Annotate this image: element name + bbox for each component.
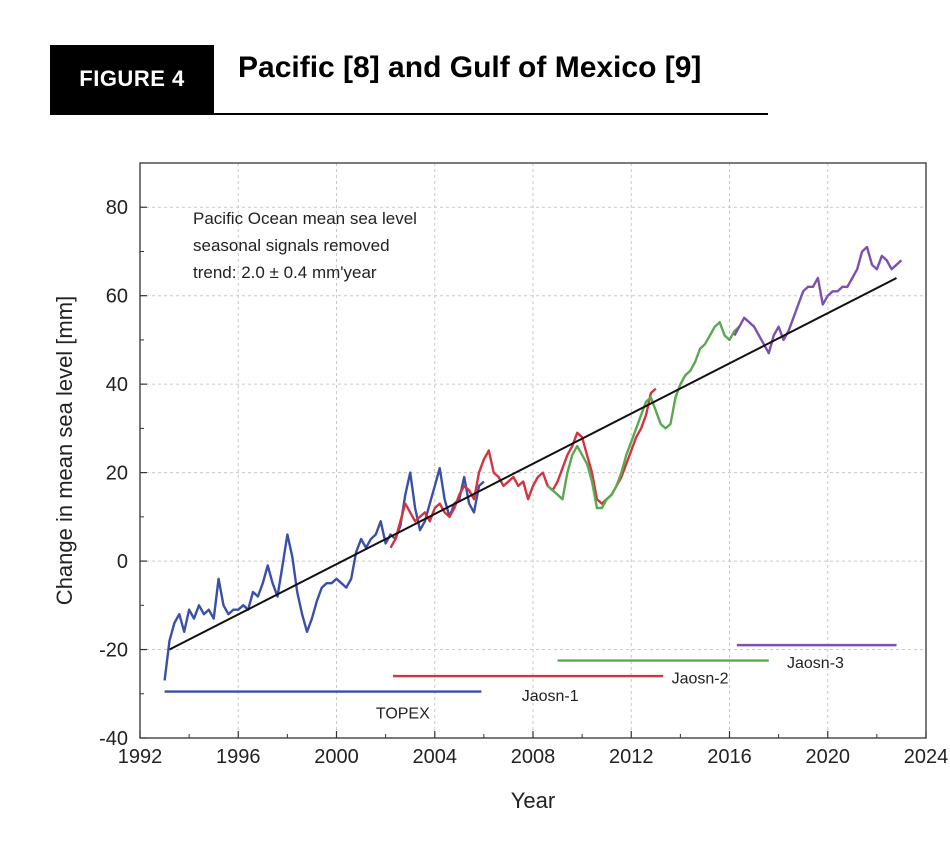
x-tick-label: 2000: [314, 746, 359, 768]
y-tick-label: -40: [99, 728, 128, 750]
x-tick-label: 2008: [511, 746, 556, 768]
mission-label-topex: TOPEX: [376, 706, 430, 723]
data-series: [163, 245, 903, 681]
annotation-line: seasonal signals removed: [193, 236, 390, 255]
trend-line-group: [169, 277, 897, 651]
x-tick-label: 2012: [609, 746, 654, 768]
trend-line: [169, 277, 897, 651]
figure-header: FIGURE 4 Pacific [8] and Gulf of Mexico …: [50, 45, 768, 115]
annotation-line: trend: 2.0 ± 0.4 mm'year: [193, 263, 377, 282]
mission-label-jaosn-3: Jaosn-3: [787, 655, 844, 672]
mission-label-jaosn-1: Jaosn-1: [522, 688, 579, 705]
y-axis-title: Change in mean sea level [mm]: [52, 296, 77, 605]
y-tick-label: 20: [106, 463, 128, 485]
x-tick-label: 1996: [216, 746, 261, 768]
x-axis-title: Year: [511, 788, 555, 813]
series-line-jaosn-2: [546, 321, 741, 510]
y-tick-label: -20: [99, 640, 128, 662]
mission-bars: TOPEX Jaosn-1 Jaosn-2 Jaosn-3: [164, 643, 897, 723]
series-line-jaosn-3: [733, 245, 903, 355]
grid-lines: [139, 163, 927, 738]
axis-ticks: 1992 1996 2000 2004 2008 2012 2016 2020 2024 -40 -…: [99, 197, 948, 768]
figure-label: FIGURE 4: [50, 45, 214, 113]
annotation-text: Pacific Ocean mean sea level seasonal sig…: [193, 209, 417, 282]
y-tick-label: 40: [106, 374, 128, 396]
x-tick-label: 2024: [904, 746, 949, 768]
y-tick-label: 60: [106, 286, 128, 308]
x-tick-label: 1992: [118, 746, 163, 768]
series-line-topex: [163, 467, 485, 681]
figure-title: Pacific [8] and Gulf of Mexico [9]: [238, 51, 702, 84]
y-tick-label: 80: [106, 197, 128, 219]
annotation-line: Pacific Ocean mean sea level: [193, 209, 417, 228]
x-tick-label: 2004: [413, 746, 458, 768]
y-tick-label: 0: [117, 551, 128, 573]
mission-label-jaosn-2: Jaosn-2: [672, 670, 729, 687]
x-tick-label: 2016: [707, 746, 752, 768]
x-tick-label: 2020: [806, 746, 851, 768]
